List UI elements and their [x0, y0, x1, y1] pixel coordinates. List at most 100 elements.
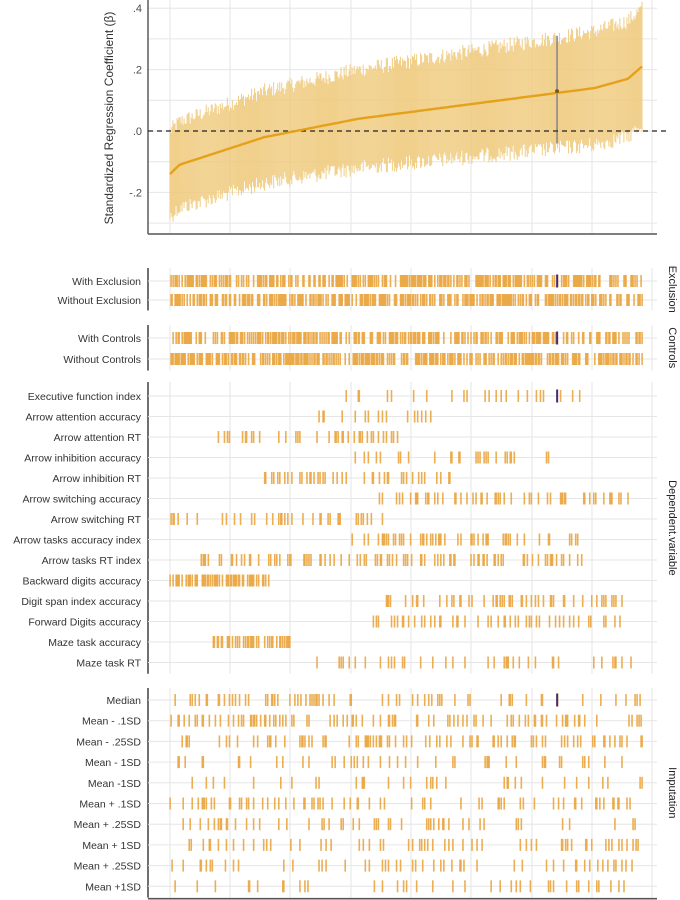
spec-mark	[322, 275, 324, 287]
spec-mark	[320, 838, 322, 851]
spec-mark	[233, 294, 236, 306]
spec-mark	[396, 431, 399, 443]
spec-mark	[526, 275, 529, 287]
spec-mark	[335, 431, 337, 443]
spec-mark	[379, 714, 382, 727]
spec-mark	[509, 694, 512, 706]
spec-mark	[463, 390, 465, 402]
row-label: Arrow attention accuracy	[25, 412, 141, 424]
spec-mark	[541, 694, 544, 706]
spec-mark	[537, 332, 540, 344]
spec-mark	[488, 353, 490, 365]
spec-mark	[471, 595, 473, 607]
spec-mark	[587, 756, 590, 769]
spec-mark	[425, 776, 428, 789]
spec-mark	[386, 353, 389, 365]
spec-mark	[563, 275, 566, 287]
spec-mark	[265, 513, 268, 525]
spec-mark	[367, 451, 370, 464]
spec-mark	[422, 294, 425, 306]
spec-mark	[235, 332, 238, 344]
spec-mark	[432, 859, 435, 872]
spec-mark	[571, 390, 574, 402]
spec-mark	[259, 275, 262, 287]
spec-mark	[605, 332, 607, 344]
spec-mark	[564, 492, 567, 505]
spec-mark	[395, 859, 398, 872]
spec-mark	[233, 353, 236, 365]
spec-mark	[186, 735, 189, 748]
spec-mark	[372, 615, 375, 628]
spec-mark	[400, 353, 403, 365]
spec-mark	[388, 756, 391, 769]
spec-mark	[308, 714, 310, 727]
spec-mark	[317, 294, 319, 306]
spec-mark	[355, 714, 358, 727]
spec-mark	[362, 776, 365, 789]
spec-mark	[325, 859, 327, 872]
spec-mark	[564, 353, 567, 365]
spec-mark	[576, 735, 579, 748]
spec-mark	[284, 636, 286, 648]
spec-mark	[363, 332, 366, 344]
spec-mark	[268, 275, 271, 287]
spec-mark	[554, 615, 557, 628]
spec-mark	[178, 714, 180, 727]
spec-mark	[319, 513, 321, 525]
spec-mark	[361, 353, 364, 365]
spec-mark	[615, 353, 617, 365]
spec-mark	[335, 275, 337, 287]
spec-mark	[308, 275, 310, 287]
spec-mark	[466, 353, 468, 365]
spec-mark	[547, 451, 550, 464]
spec-mark	[207, 353, 210, 365]
spec-mark	[349, 694, 352, 706]
spec-mark	[344, 294, 347, 306]
row-marks	[174, 880, 625, 893]
spec-mark	[423, 353, 426, 365]
spec-mark	[272, 332, 275, 344]
spec-mark	[204, 332, 207, 344]
spec-mark	[441, 294, 443, 306]
spec-mark	[490, 615, 492, 628]
spec-mark	[253, 714, 256, 727]
spec-mark	[520, 275, 523, 287]
spec-mark	[420, 353, 423, 365]
spec-mark	[285, 294, 287, 306]
spec-mark	[391, 332, 394, 344]
spec-mark	[611, 595, 613, 607]
spec-mark	[409, 294, 412, 306]
spec-mark	[626, 294, 628, 306]
spec-mark	[242, 574, 245, 587]
spec-mark	[367, 735, 370, 748]
spec-mark	[482, 332, 484, 344]
spec-mark	[574, 294, 577, 306]
spec-mark	[303, 797, 305, 810]
spec-mark	[482, 275, 484, 287]
spec-mark	[437, 492, 439, 505]
spec-mark	[262, 574, 265, 587]
spec-mark	[368, 859, 371, 872]
spec-mark	[532, 353, 535, 365]
spec-mark	[452, 656, 454, 669]
spec-mark	[322, 735, 324, 748]
spec-mark	[244, 353, 247, 365]
spec-mark	[610, 294, 612, 306]
spec-mark	[286, 353, 288, 365]
spec-mark	[355, 735, 358, 748]
spec-mark	[631, 275, 633, 287]
spec-mark	[415, 880, 418, 893]
spec-mark	[253, 513, 256, 525]
spec-mark	[447, 275, 449, 287]
spec-mark	[525, 294, 528, 306]
spec-mark	[364, 859, 367, 872]
spec-mark	[199, 332, 202, 344]
spec-mark	[366, 294, 369, 306]
spec-mark	[561, 294, 564, 306]
spec-mark	[244, 694, 247, 706]
spec-mark	[530, 294, 533, 306]
spec-mark	[319, 294, 321, 306]
spec-mark	[283, 275, 285, 287]
spec-mark	[218, 275, 221, 287]
spec-mark	[234, 818, 237, 831]
